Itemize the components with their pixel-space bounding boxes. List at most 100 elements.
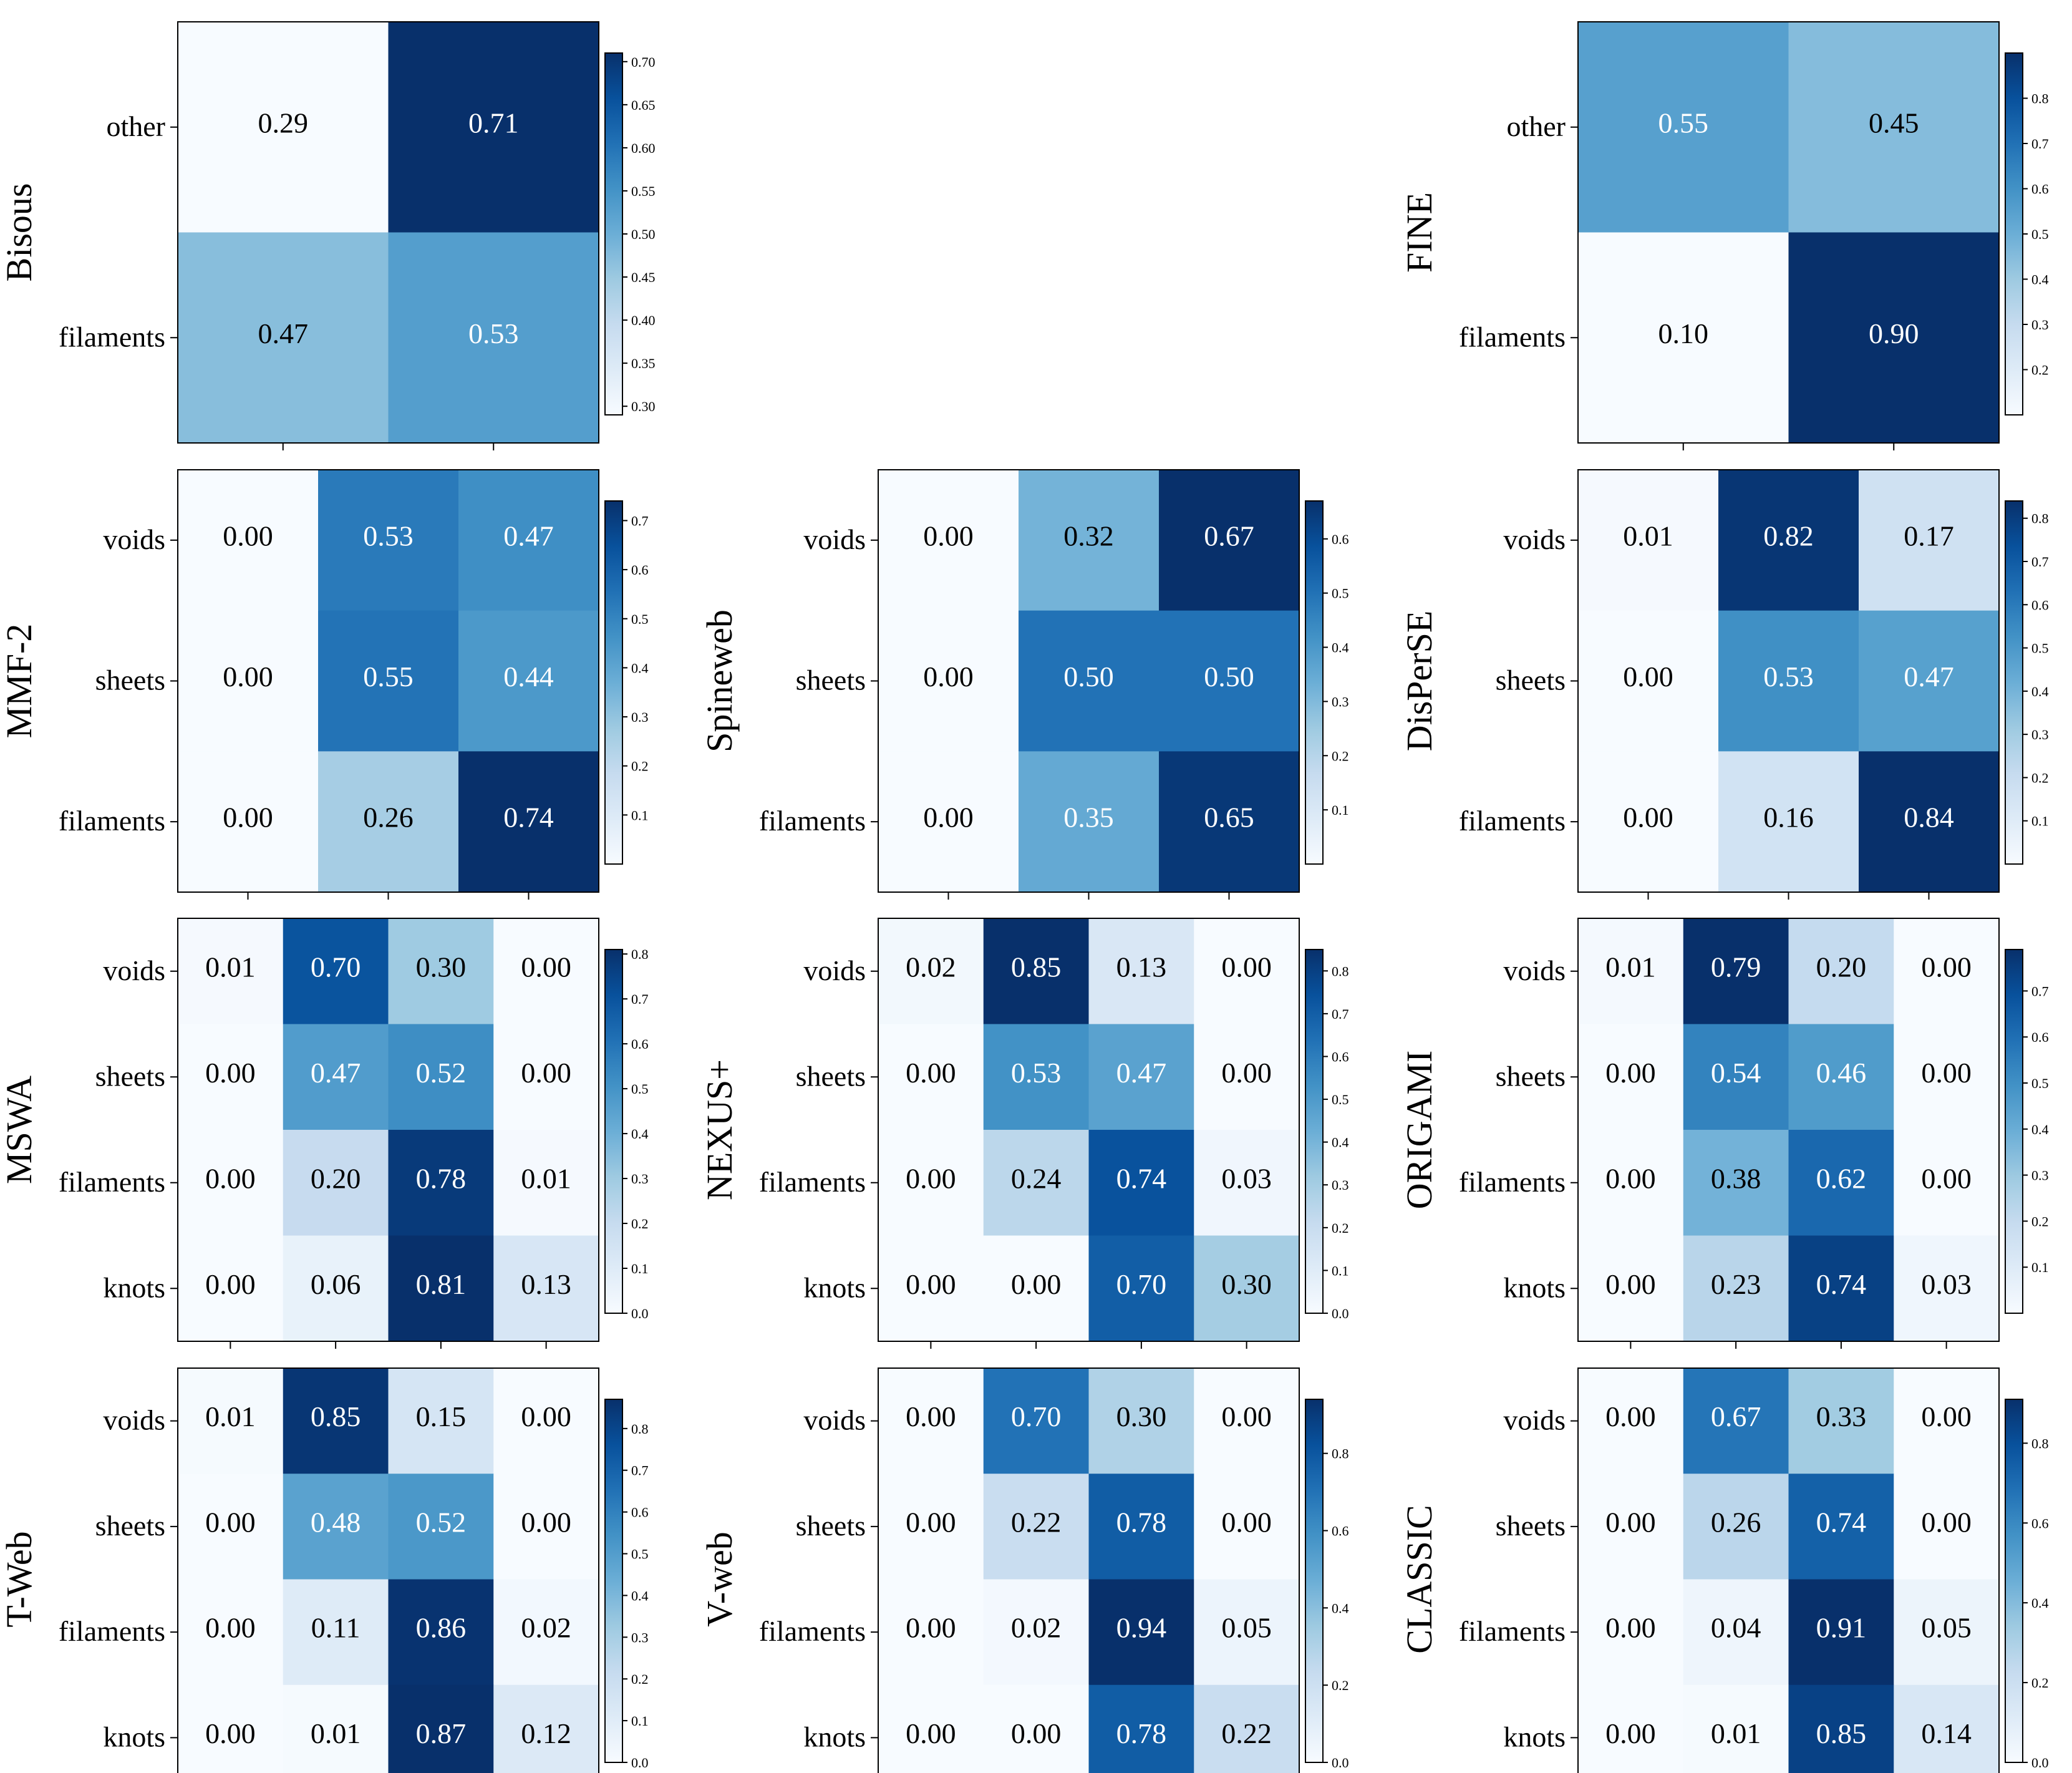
- colorbar-tick-label: 0.6: [631, 1036, 649, 1052]
- heatmap-cell: [178, 918, 284, 1024]
- cell-value-label: 0.67: [1204, 520, 1254, 551]
- method-title-t-web: T-Web: [0, 1531, 39, 1627]
- cell-value-label: 0.00: [205, 1506, 256, 1538]
- cell-value-label: 0.03: [1221, 1162, 1272, 1194]
- cell-value-label: 0.10: [1658, 318, 1709, 349]
- cell-value-label: 0.00: [1221, 1401, 1272, 1432]
- colorbar-tick-label: 0.2: [2031, 1675, 2049, 1691]
- colorbar: [2005, 500, 2023, 865]
- row-label-sheets: sheets: [796, 664, 866, 696]
- colorbar: [1305, 500, 1324, 865]
- colorbar: [604, 500, 623, 865]
- colorbar-tick-label: 0.40: [631, 313, 656, 328]
- heatmap-cell: [283, 1235, 389, 1342]
- cell-value-label: 0.55: [363, 661, 414, 692]
- heatmap-cell: [283, 1684, 389, 1773]
- colorbar-tick-label: 0.1: [2031, 1260, 2049, 1275]
- colorbar-tick-label: 0.8: [2031, 91, 2049, 107]
- heatmap-cell: [458, 610, 599, 752]
- cell-value-label: 0.02: [521, 1612, 571, 1644]
- method-title-v-web: V-web: [699, 1532, 740, 1627]
- cell-value-label: 0.30: [416, 951, 467, 983]
- cell-value-label: 0.01: [1711, 1717, 1761, 1749]
- row-label-knots: knots: [1503, 1721, 1566, 1752]
- heatmap-cell: [493, 1130, 599, 1236]
- cell-value-label: 0.00: [223, 520, 273, 551]
- colorbar-tick-label: 0.6: [631, 562, 649, 578]
- cell-value-label: 0.78: [1116, 1506, 1167, 1538]
- cell-value-label: 0.00: [521, 1506, 571, 1538]
- heatmap-cell: [1088, 918, 1194, 1024]
- row-label-filaments: filaments: [59, 1166, 165, 1198]
- row-label-filaments: filaments: [59, 321, 165, 352]
- heatmap-cell: [1194, 1130, 1300, 1236]
- heatmap-cell: [1578, 1579, 1684, 1686]
- heatmap-cell: [1194, 918, 1300, 1024]
- heatmap-cell: [178, 610, 319, 752]
- cell-value-label: 0.24: [1011, 1162, 1062, 1194]
- row-label-sheets: sheets: [1496, 1060, 1566, 1092]
- heatmap-cell: [1683, 918, 1789, 1024]
- colorbar-tick-label: 0.2: [1332, 748, 1349, 764]
- colorbar-tick-label: 0.6: [2031, 1029, 2049, 1045]
- heatmap-cell: [878, 610, 1019, 752]
- cell-value-label: 0.53: [468, 318, 519, 349]
- cell-value-label: 0.47: [311, 1057, 361, 1089]
- colorbar-tick-label: 0.5: [631, 1081, 649, 1097]
- colorbar-tick-label: 0.2: [2031, 770, 2049, 785]
- cell-value-label: 0.47: [503, 520, 554, 551]
- heatmap-cell: [878, 1474, 984, 1580]
- colorbar-tick-label: 0.45: [631, 270, 656, 285]
- heatmap-cell: [1788, 918, 1894, 1024]
- cell-value-label: 0.00: [1921, 951, 1972, 983]
- cell-value-label: 0.62: [1816, 1162, 1867, 1194]
- cell-value-label: 0.01: [1623, 520, 1673, 551]
- cell-value-label: 0.48: [311, 1506, 361, 1538]
- heatmap-cell: [1578, 232, 1789, 444]
- colorbar-tick-label: 0.5: [1332, 586, 1349, 601]
- heatmap-cell: [493, 1024, 599, 1130]
- cell-value-label: 0.84: [1904, 802, 1954, 833]
- colorbar-tick-label: 0.7: [2031, 136, 2049, 152]
- heatmap-cell: [388, 1474, 494, 1580]
- heatmap-cell: [493, 918, 599, 1024]
- heatmap-cell: [388, 1024, 494, 1130]
- row-label-sheets: sheets: [796, 1060, 866, 1092]
- heatmap-cell: [1683, 1368, 1789, 1474]
- cell-value-label: 0.30: [1116, 1401, 1167, 1432]
- colorbar: [604, 949, 623, 1314]
- cell-value-label: 0.70: [1011, 1401, 1062, 1432]
- heatmap-panel-nexus: 0.02 0.85 0.13 0.00 0.00 0.53 0.47 0.00 0.00 0.24…: [699, 918, 1349, 1349]
- row-label-sheets: sheets: [796, 1510, 866, 1542]
- heatmap-cell: [458, 751, 599, 893]
- cell-value-label: 0.29: [258, 107, 309, 138]
- heatmap-cell: [1683, 1235, 1789, 1342]
- heatmap-panel-disperse: 0.01 0.82 0.17 0.00 0.53 0.47 0.00 0.16 0.84 void…: [1399, 469, 2049, 900]
- heatmap-cell: [1683, 1684, 1789, 1773]
- cell-value-label: 0.15: [416, 1401, 467, 1432]
- heatmap-cell: [878, 1235, 984, 1342]
- heatmap-cell: [1194, 1024, 1300, 1130]
- cell-value-label: 0.00: [205, 1268, 256, 1300]
- heatmap-cell: [1578, 610, 1719, 752]
- colorbar-tick-label: 0.8: [1332, 1446, 1349, 1462]
- cell-value-label: 0.00: [1921, 1401, 1972, 1432]
- heatmap-cell: [1019, 751, 1159, 893]
- heatmap-cell: [178, 1684, 284, 1773]
- cell-value-label: 0.74: [1816, 1506, 1867, 1538]
- heatmap-cell: [983, 1235, 1089, 1342]
- heatmap-cell: [178, 22, 389, 233]
- cell-value-label: 0.85: [1816, 1717, 1867, 1749]
- heatmap-panel-bisous: 0.29 0.71 0.47 0.53 other filaments Bisous 0.30…: [0, 21, 656, 450]
- heatmap-cell: [318, 610, 459, 752]
- cell-value-label: 0.55: [1658, 107, 1709, 138]
- colorbar-tick-label: 0.6: [2031, 1515, 2049, 1531]
- cell-value-label: 0.05: [1921, 1612, 1972, 1644]
- cell-value-label: 0.78: [416, 1162, 467, 1194]
- row-label-filaments: filaments: [759, 1166, 866, 1198]
- cell-value-label: 0.78: [1116, 1717, 1167, 1749]
- heatmap-cell: [1088, 1579, 1194, 1686]
- colorbar-tick-label: 0.3: [2031, 1168, 2049, 1183]
- cell-value-label: 0.53: [363, 520, 414, 551]
- colorbar-tick-label: 0.4: [631, 1588, 649, 1603]
